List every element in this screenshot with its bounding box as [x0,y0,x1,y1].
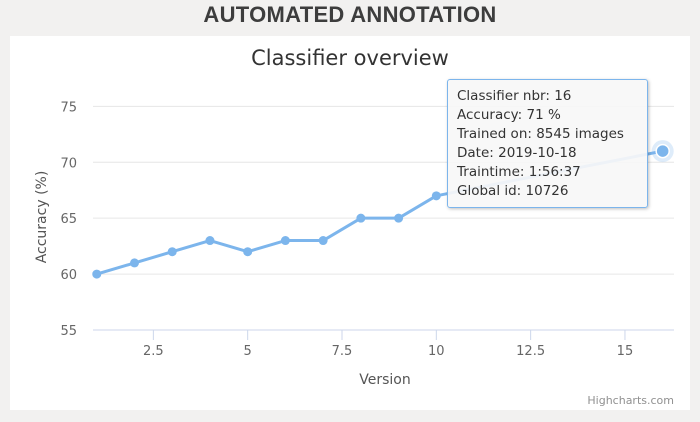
accuracy-line-chart: Classifier overview 55 60 65 70 75 2.5 5 7.5 10 1… [34,46,674,407]
data-point[interactable] [92,269,102,279]
x-axis-title: Version [359,372,410,388]
page-title: AUTOMATED ANNOTATION [203,2,497,27]
tooltip-trained-on: Trained on: 8545 images [457,126,624,142]
x-tick-label: 12.5 [516,344,545,359]
x-tick-label: 7.5 [332,344,353,359]
data-point[interactable] [130,258,139,268]
series-accuracy[interactable] [92,140,674,279]
data-point[interactable] [280,236,290,246]
x-tick-label: 5 [244,344,252,359]
data-point[interactable] [318,236,328,246]
chart-panel: Classifier overview 55 60 65 70 75 2.5 5 7.5 10 1… [10,36,690,410]
data-point[interactable] [167,247,177,257]
data-point-hovered[interactable] [655,143,670,159]
y-tick-label: 65 [60,212,77,227]
tooltip-accuracy: Accuracy: 71 % [457,107,561,123]
y-tick-label: 60 [60,268,77,283]
y-tick-label: 70 [60,156,77,171]
y-tick-label: 75 [60,100,77,115]
data-point[interactable] [243,247,253,257]
tooltip-classifier-nbr: Classifier nbr: 16 [457,88,572,104]
x-tick-label: 10 [428,344,445,359]
chart-title: Classifier overview [251,46,449,70]
tooltip-traintime: Traintime: 1:56:37 [457,164,581,180]
axes: 55 60 65 70 75 2.5 5 7.5 10 12.5 15 [60,100,674,359]
data-point[interactable] [394,213,404,223]
x-tick-label: 15 [617,344,634,359]
y-axis-title: Accuracy (%) [34,171,50,264]
highcharts-credits-link[interactable]: Highcharts.com [587,394,674,407]
tooltip-date: Date: 2019-10-18 [457,145,577,161]
tooltip-global-id: Global id: 10726 [457,183,569,199]
data-point[interactable] [205,236,215,246]
y-tick-label: 55 [60,324,77,339]
x-tick-label: 2.5 [143,344,164,359]
point-tooltip: Classifier nbr: 16 Accuracy: 71 % Traine… [447,79,648,208]
data-point[interactable] [356,213,366,223]
data-point[interactable] [431,191,441,201]
